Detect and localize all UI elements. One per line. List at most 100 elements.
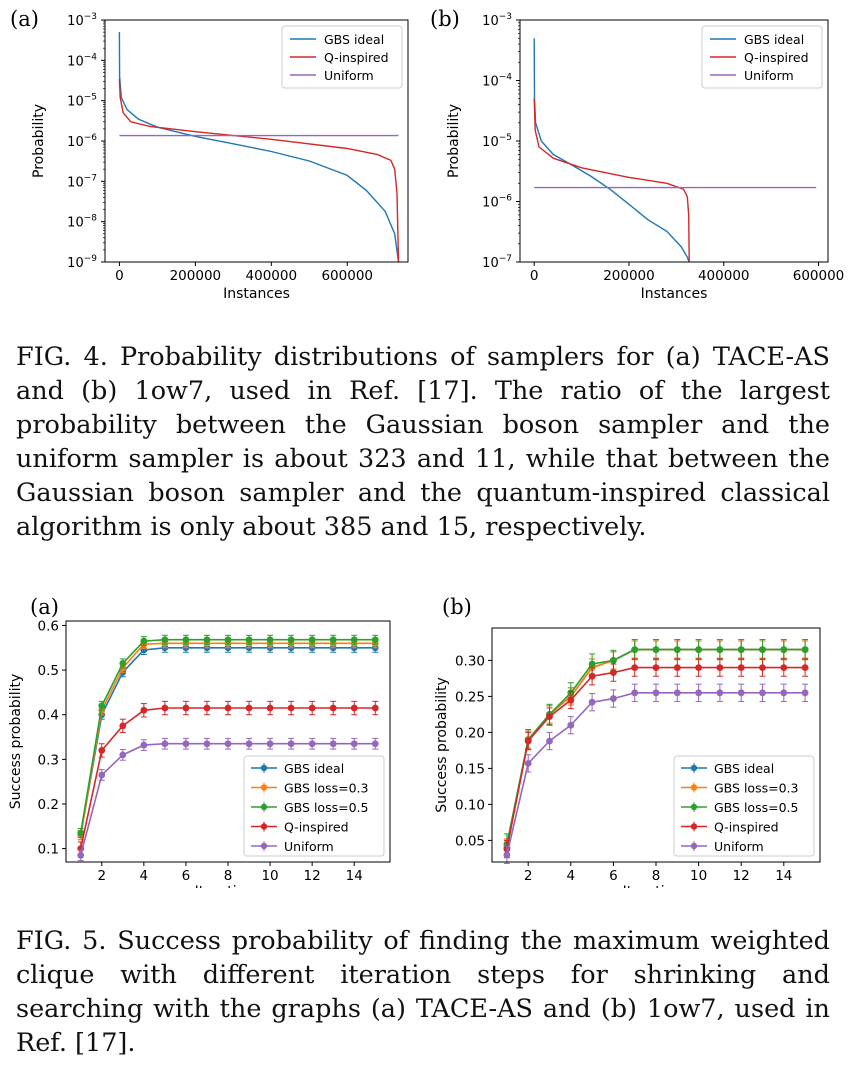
series-line [533, 98, 690, 263]
data-point [652, 664, 660, 671]
fig5-panel-a: (a) 0.1 0.2 0.3 0.4 0.5 0.6 2 4 6 8 10 12 14 Iteratio… [0, 588, 420, 900]
y-tick-label: 0.05 [455, 833, 485, 849]
legend-box [281, 25, 403, 89]
data-point [308, 636, 316, 644]
data-point [652, 689, 660, 697]
legend-marker [260, 842, 268, 850]
data-point [610, 695, 617, 702]
legend-label: Uniform [324, 68, 374, 83]
x-tick-label: 200000 [603, 268, 655, 284]
legend-marker [260, 823, 268, 830]
legend-marker [690, 803, 698, 811]
data-point [182, 636, 190, 644]
y-tick-label: 0.25 [455, 689, 485, 705]
data-point [329, 636, 337, 644]
series-line [118, 32, 400, 263]
x-tick-label: 2 [97, 868, 106, 884]
data-point [716, 646, 724, 653]
y-axis-label: Success probability [434, 677, 450, 813]
data-point [695, 689, 702, 697]
data-point [266, 636, 274, 644]
data-point [245, 636, 253, 644]
x-tick-label: 6 [182, 868, 191, 884]
data-point [371, 636, 379, 644]
data-point [737, 646, 745, 653]
data-point [801, 646, 809, 653]
x-tick-label: 400000 [246, 268, 298, 284]
legend-label: Q-inspired [744, 50, 809, 65]
panel-label: (b) [430, 7, 460, 31]
y-tick-label: 10−6 [482, 194, 512, 211]
legend-marker [690, 823, 698, 830]
data-point [801, 689, 809, 697]
data-point [610, 657, 617, 664]
data-point [287, 704, 295, 712]
data-point [716, 689, 724, 697]
y-tick-label: 10−3 [67, 12, 97, 29]
y-tick-label: 0.5 [38, 663, 59, 679]
data-point [780, 664, 788, 671]
x-tick-label: 2 [524, 868, 533, 884]
x-tick-label: 600000 [793, 268, 845, 284]
x-tick-label: 12 [733, 868, 750, 884]
fig4-panel-b: (b) 10−7 10−6 10−5 10−4 10−3 0 200000 400000 600… [420, 0, 860, 310]
data-point [245, 740, 253, 748]
legend-label: GBS ideal [744, 32, 804, 47]
legend-label: GBS loss=0.5 [714, 800, 798, 815]
legend-label: Uniform [714, 839, 764, 854]
y-tick-label: 0.4 [38, 708, 59, 724]
legend-marker [690, 784, 698, 791]
y-tick-label: 10−4 [482, 73, 512, 90]
y-tick-label: 10−6 [67, 133, 97, 150]
data-point [652, 646, 660, 653]
fig4-caption: FIG. 4. Probability distributions of sam… [16, 342, 830, 542]
data-point [98, 747, 106, 754]
fig4-panel-a: (a) 10−9 10−8 10−7 10−6 10−5 10−4 10−3 0 200000 4… [0, 0, 420, 310]
data-point [287, 740, 295, 748]
y-tick-label: 10−7 [482, 254, 512, 271]
data-point [588, 660, 596, 668]
data-point [588, 672, 596, 680]
data-point [119, 751, 127, 759]
data-point [546, 737, 553, 745]
fig5a-chart: (a) 0.1 0.2 0.3 0.4 0.5 0.6 2 4 6 8 10 12 14 Iteratio… [8, 595, 391, 900]
legend-label: GBS loss=0.3 [284, 781, 368, 796]
legend-marker [690, 842, 698, 850]
legend-label: Q-inspired [714, 820, 779, 835]
y-tick-label: 0.30 [455, 653, 485, 669]
data-point [119, 722, 127, 730]
legend-label: Uniform [744, 68, 794, 83]
y-axis-label: Success probability [8, 674, 24, 810]
data-point [266, 704, 274, 712]
data-point [716, 664, 724, 671]
fig5-caption: FIG. 5. Success probability of finding t… [16, 926, 830, 1058]
y-tick-label: 0.3 [38, 752, 59, 768]
data-point [371, 740, 379, 748]
data-point [524, 759, 532, 767]
x-axis-label: Iterations [623, 884, 690, 888]
data-point [98, 771, 106, 779]
x-tick-label: 200000 [170, 268, 222, 284]
x-axis-label: Instances [641, 286, 708, 302]
data-point [203, 704, 211, 712]
x-tick-label: 600000 [321, 268, 373, 284]
data-point [140, 637, 148, 645]
x-tick-label: 8 [224, 868, 233, 884]
legend-label: GBS loss=0.3 [714, 781, 798, 796]
data-point [737, 689, 745, 697]
legend-marker [260, 764, 268, 772]
y-tick-label: 10−9 [67, 254, 97, 271]
x-tick-label: 14 [775, 868, 792, 884]
legend-label: Q-inspired [324, 50, 389, 65]
data-point [161, 704, 169, 712]
data-point [673, 689, 681, 697]
data-point [224, 740, 232, 748]
data-point [329, 740, 337, 748]
data-point [673, 664, 681, 671]
data-point [737, 664, 745, 671]
data-point [503, 851, 511, 859]
fig4a-chart: (a) 10−9 10−8 10−7 10−6 10−5 10−4 10−3 0 200000 4… [10, 7, 409, 302]
data-point [631, 664, 639, 671]
y-tick-label: 0.6 [38, 618, 59, 634]
data-point [371, 704, 379, 712]
